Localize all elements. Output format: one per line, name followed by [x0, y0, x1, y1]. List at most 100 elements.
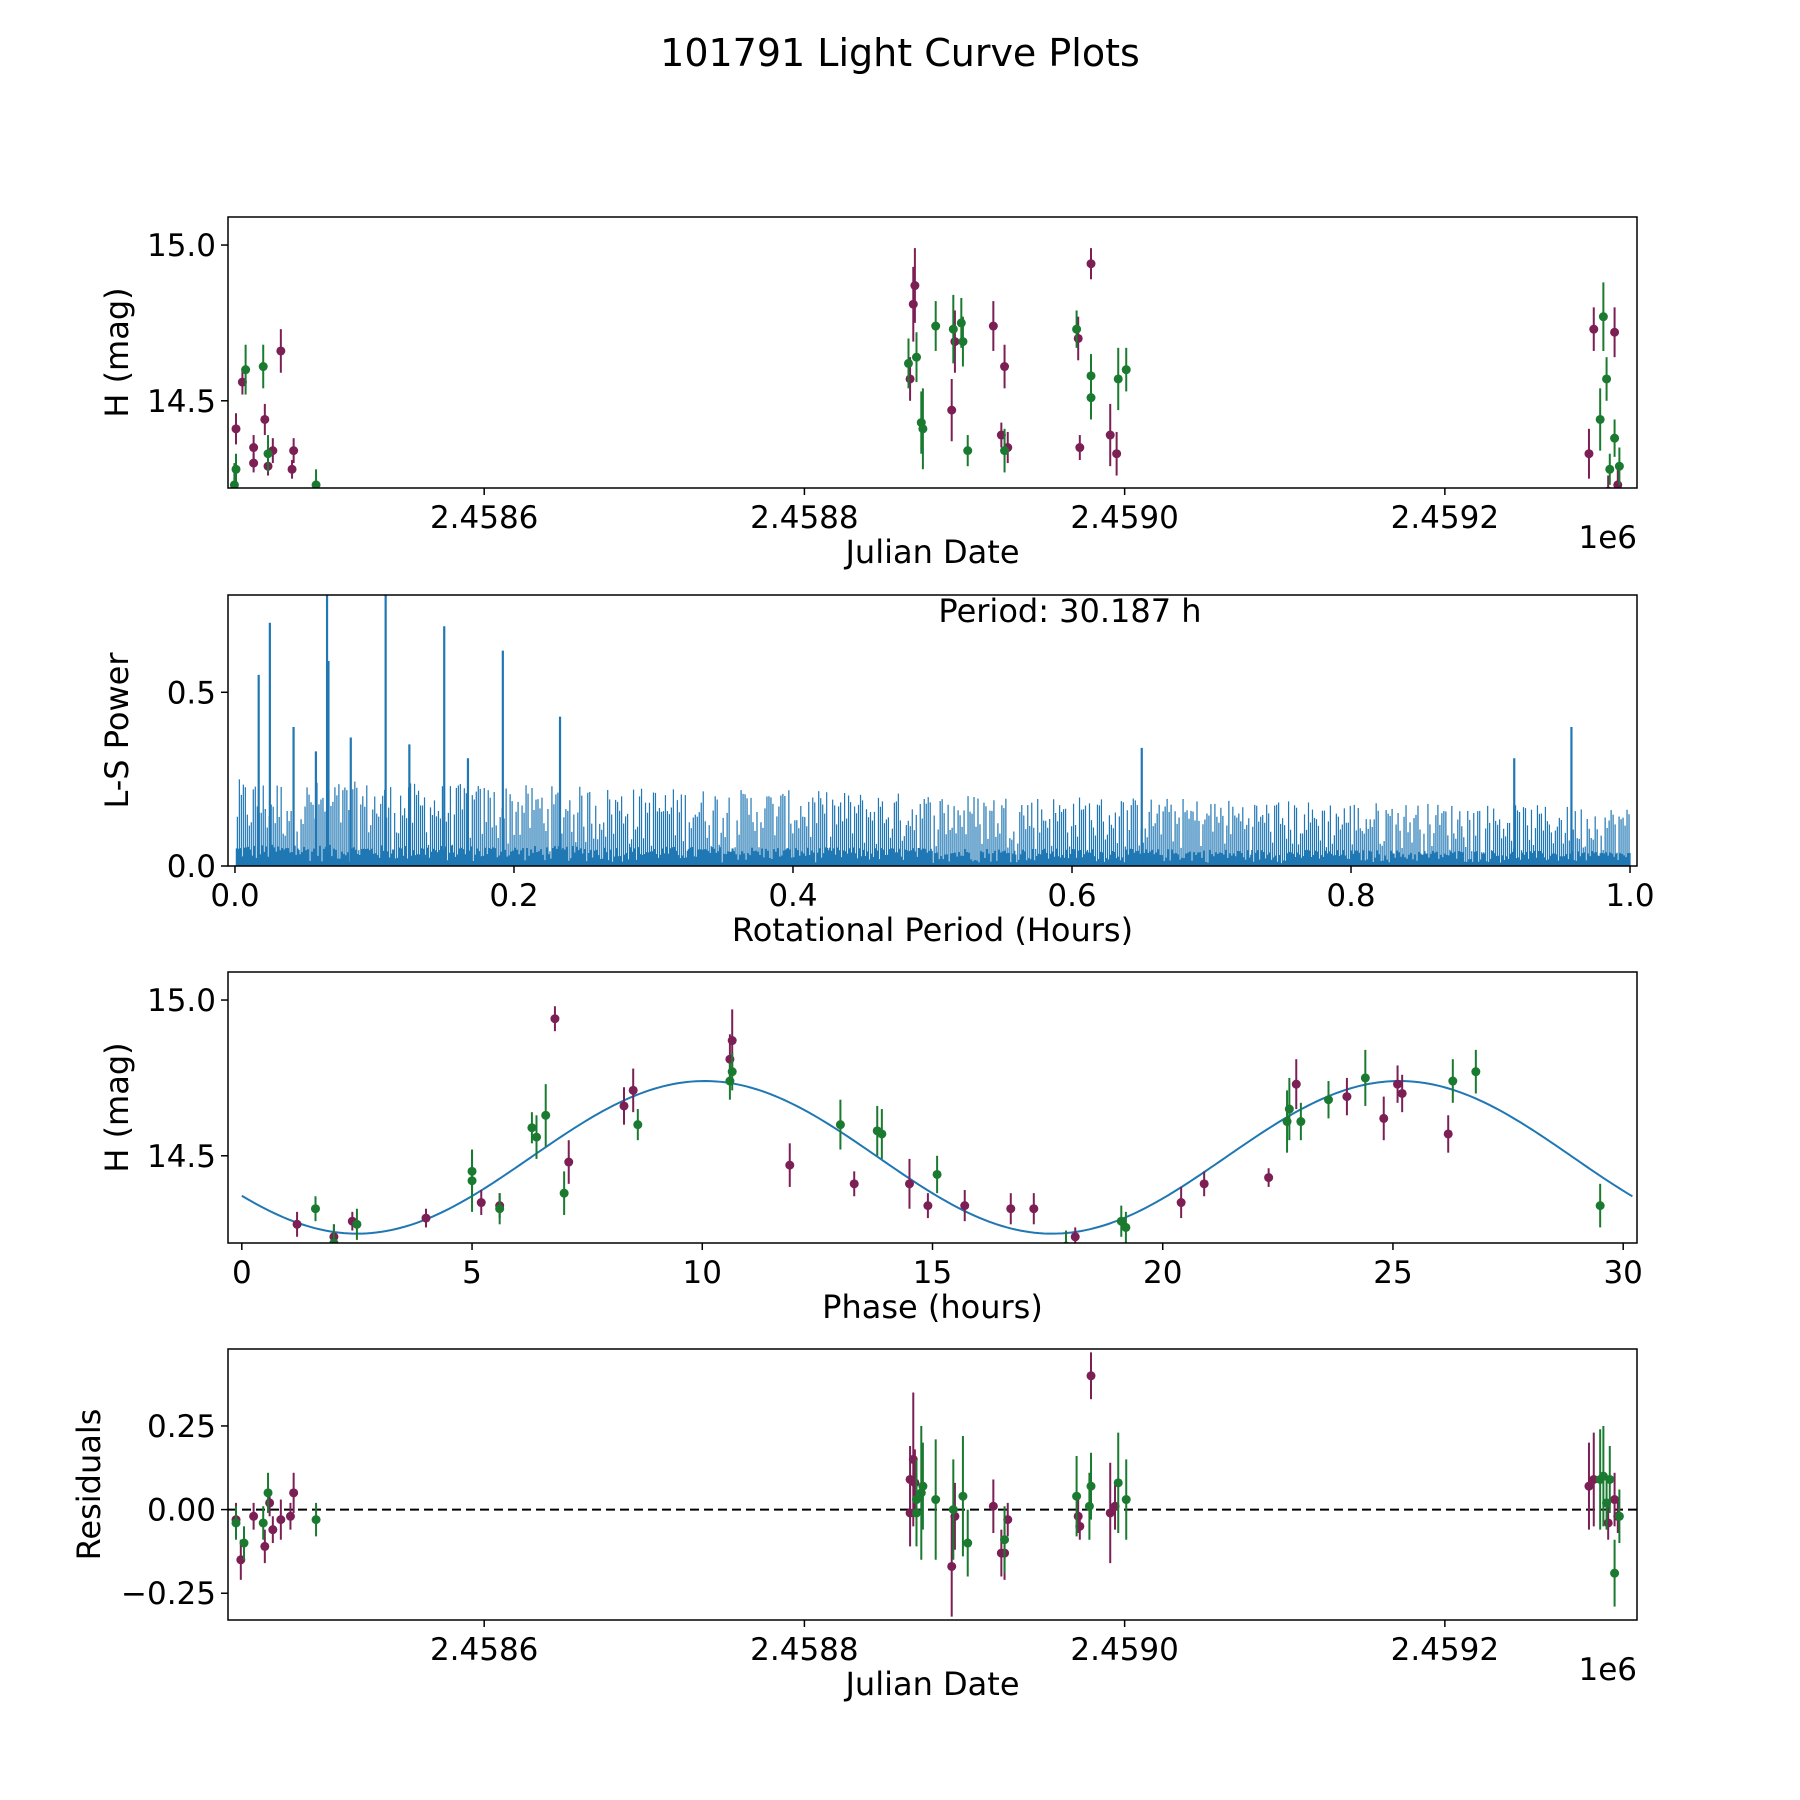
data-point-band_a [1000, 362, 1010, 372]
x-axis-label: Phase (hours) [822, 1288, 1043, 1326]
data-point-band_b [1296, 1117, 1306, 1127]
data-point-band_b [1086, 1481, 1096, 1491]
data-point-band_b [541, 1110, 551, 1120]
y-tick-label: 0.00 [147, 1493, 216, 1529]
x-tick-label: 2.4586 [430, 500, 538, 536]
data-point-band_a [923, 1201, 933, 1211]
data-point-band_b [1323, 1095, 1333, 1105]
data-point-band_b [931, 1495, 941, 1505]
x-tick-label: 0 [232, 1255, 252, 1291]
data-point-band_b [467, 1166, 477, 1176]
data-point-band_a [908, 299, 918, 309]
panel-residuals: 2.4586 2.4588 2.4590 2.4592 −0.25 0.00 0.25 Jul… [70, 1348, 1638, 1703]
data-point-band_a [947, 405, 957, 415]
data-point-band_b [329, 1238, 339, 1243]
data-point-band_b [948, 1505, 958, 1515]
data-point-band_a [231, 424, 241, 434]
x-tick-label: 15 [913, 1255, 952, 1291]
data-point-band_b [1116, 1216, 1126, 1226]
data-point-band_b [263, 449, 273, 459]
data-point-band_a [988, 321, 998, 331]
data-point-band_a [1176, 1198, 1186, 1208]
data-point-band_a [1393, 1079, 1403, 1089]
data-point-band_b [352, 1219, 362, 1229]
y-tick-label: 15.0 [147, 983, 216, 1019]
panel-lightcurve: 2.4586 2.4588 2.4590 2.4592 14.5 15.0 Julian D… [98, 216, 1638, 571]
data-point-band_a [619, 1101, 629, 1111]
x-tick-label: 0.4 [768, 878, 817, 914]
plot-area-periodogram [235, 595, 1631, 866]
data-point-band_a [1073, 333, 1083, 343]
x-tick-label: 2.4590 [1070, 500, 1178, 536]
data-point-band_a [276, 1515, 286, 1525]
x-tick-label: 2.4592 [1391, 500, 1499, 536]
y-axis-label: L-S Power [98, 652, 136, 809]
y-axis-label: H (mag) [98, 1042, 136, 1172]
data-point-band_a [276, 346, 286, 356]
data-point-band_a [1075, 443, 1085, 453]
data-point-band_b [956, 318, 966, 328]
data-point-band_a [960, 1201, 970, 1211]
data-point-band_a [260, 414, 270, 424]
data-point-band_b [1610, 1568, 1620, 1578]
data-point-band_b [877, 1129, 887, 1139]
data-point-band_b [310, 1204, 320, 1214]
data-point-band_b [258, 362, 268, 372]
x-tick-label: 2.4590 [1070, 1632, 1178, 1668]
x-tick-label: 20 [1143, 1255, 1182, 1291]
data-point-band_a [564, 1157, 574, 1167]
data-point-band_a [1443, 1129, 1453, 1139]
data-point-band_b [263, 1488, 273, 1498]
data-point-band_b [1072, 324, 1082, 334]
data-point-band_a [1086, 1371, 1096, 1381]
y-axis-label: Residuals [70, 1409, 108, 1561]
data-point-band_a [249, 443, 259, 453]
data-point-band_a [1086, 259, 1096, 269]
plot-area-phase [241, 1006, 1633, 1243]
y-tick-label: 0.0 [167, 849, 216, 885]
data-point-band_b [1614, 461, 1624, 471]
figure-title: 101791 Light Curve Plots [660, 31, 1140, 75]
x-tick-label: 2.4592 [1391, 1632, 1499, 1668]
data-point-band_b [958, 1491, 968, 1501]
data-point-band_a [904, 1179, 914, 1189]
data-point-band_b [633, 1120, 643, 1130]
data-point-band_a [905, 374, 915, 384]
data-point-band_b [918, 1481, 928, 1491]
data-point-band_a [1073, 1511, 1083, 1521]
data-point-band_b [1000, 446, 1010, 456]
data-point-band_b [1121, 1495, 1131, 1505]
data-point-band_b [1448, 1076, 1458, 1086]
y-tick-label: 14.5 [147, 1139, 216, 1175]
x-tick-label: 1.0 [1605, 878, 1654, 914]
data-point-band_b [1113, 1478, 1123, 1488]
data-point-band_b [1113, 374, 1123, 384]
data-point-band_a [785, 1160, 795, 1170]
data-point-band_b [495, 1204, 505, 1214]
data-point-band_b [903, 358, 913, 368]
y-tick-label: 14.5 [147, 384, 216, 420]
data-point-band_b [311, 1515, 321, 1525]
x-tick-label: 5 [462, 1255, 482, 1291]
data-point-band_b [231, 464, 241, 474]
x-tick-label: 2.4586 [430, 1632, 538, 1668]
data-point-band_b [727, 1067, 737, 1077]
data-point-band_b [963, 446, 973, 456]
x-tick-label: 25 [1373, 1255, 1412, 1291]
data-point-band_a [1006, 1204, 1016, 1214]
data-point-band_b [1360, 1073, 1370, 1083]
data-point-band_a [1105, 1508, 1115, 1518]
data-point-band_b [1614, 1511, 1624, 1521]
data-point-band_b [911, 1508, 921, 1518]
data-point-band_a [268, 1525, 278, 1535]
data-point-band_a [550, 1014, 560, 1024]
x-tick-label: 2.4588 [750, 1632, 858, 1668]
x-axis-label: Julian Date [843, 1665, 1019, 1703]
data-point-band_b [1598, 312, 1608, 322]
data-point-band_b [559, 1188, 569, 1198]
data-point-band_b [963, 1538, 973, 1548]
data-point-band_a [476, 1198, 486, 1208]
x-axis-label: Rotational Period (Hours) [732, 911, 1133, 949]
data-point-band_b [1605, 1474, 1615, 1484]
